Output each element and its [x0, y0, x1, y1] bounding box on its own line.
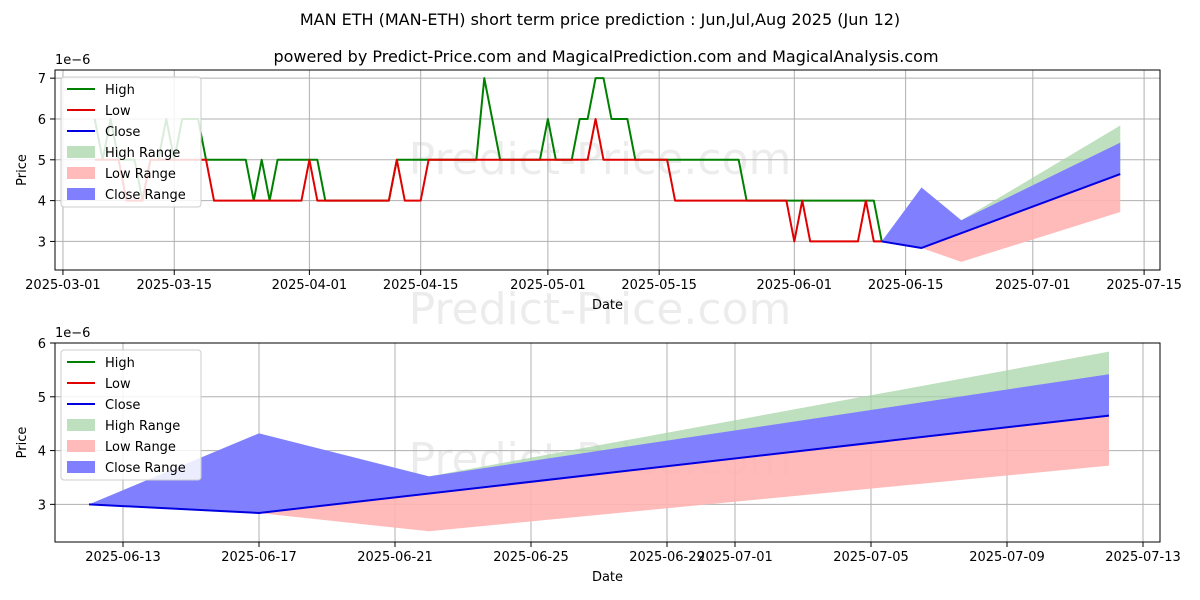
y-tick-label: 5 [38, 391, 46, 406]
close-range-swatch [67, 188, 95, 200]
legend: High Low Close High Range Low Range Close Ran… [60, 349, 202, 481]
prediction-panel: Predict-Price.com2025-06-132025-06-17202… [15, 326, 1181, 585]
x-axis-label: Date [592, 298, 623, 313]
legend-label: Close [105, 125, 140, 140]
legend-label: High Range [105, 419, 180, 434]
y-tick-label: 6 [38, 337, 46, 352]
y-tick-label: 3 [38, 235, 46, 250]
x-tick-label: 2025-05-15 [621, 278, 697, 293]
chart-subtitle: powered by Predict-Price.com and Magical… [273, 47, 938, 66]
legend-item-low: Low [67, 377, 131, 392]
legend-item-close-range: Close Range [67, 188, 186, 203]
legend-item-high-range: High Range [67, 146, 180, 161]
watermark: Predict-Price.com [409, 284, 792, 335]
x-tick-label: 2025-03-15 [136, 278, 212, 293]
y-tick-label: 3 [38, 498, 46, 513]
low-range-area [881, 174, 1121, 262]
y-multiplier: 1e−6 [55, 326, 90, 341]
legend-item-close: Close [67, 125, 140, 140]
close-line [88, 414, 1110, 514]
legend-item-close: Close [67, 398, 140, 413]
legend-label: Close Range [105, 461, 186, 476]
y-tick-label: 5 [38, 154, 46, 169]
legend-box [60, 76, 202, 208]
close-range-area [89, 374, 1109, 513]
legend-label: Low [105, 377, 131, 392]
legend-label: High Range [105, 146, 180, 161]
x-tick-label: 2025-06-17 [221, 550, 297, 565]
y-axis-label: Price [15, 154, 30, 186]
legend-item-high: High [67, 356, 135, 371]
legend-label: Low [105, 104, 131, 119]
legend-item-low-range: Low Range [67, 167, 176, 182]
low-range-swatch [67, 440, 95, 452]
legend-item-high-range: High Range [67, 419, 180, 434]
legend-label: Close Range [105, 188, 186, 203]
x-tick-label: 2025-04-15 [383, 278, 459, 293]
x-axis-label: Date [592, 570, 623, 585]
high-range-swatch [67, 146, 95, 158]
y-axis-label: Price [15, 427, 30, 459]
x-tick-label: 2025-06-21 [357, 550, 433, 565]
legend-label: Low Range [105, 167, 176, 182]
legend-label: Close [105, 398, 140, 413]
legend: High Low Close High Range Low Range Close Ran… [60, 76, 202, 208]
x-tick-label: 2025-04-01 [272, 278, 348, 293]
y-tick-label: 6 [38, 113, 46, 128]
high-range-swatch [67, 419, 95, 431]
x-tick-label: 2025-07-01 [697, 550, 773, 565]
legend-box [60, 349, 202, 481]
y-tick-label: 4 [38, 195, 46, 210]
low-range-swatch [67, 167, 95, 179]
x-tick-label: 2025-03-01 [25, 278, 101, 293]
x-tick-label: 2025-06-25 [493, 550, 569, 565]
plot-frame [54, 69, 1161, 271]
x-tick-label: 2025-07-15 [1106, 278, 1182, 293]
legend-label: Low Range [105, 440, 176, 455]
close-range-area [881, 142, 1121, 248]
y-tick-label: 7 [38, 72, 46, 87]
chart-title: MAN ETH (MAN-ETH) short term price predi… [300, 10, 900, 29]
y-tick-label: 4 [38, 445, 46, 460]
x-tick-label: 2025-07-13 [1105, 550, 1181, 565]
historical-panel: Predict-Price.comPredict-Price.com2025-0… [15, 53, 1182, 335]
plot-frame [54, 342, 1161, 543]
x-tick-label: 2025-07-05 [833, 550, 909, 565]
y-multiplier: 1e−6 [55, 53, 90, 68]
legend-label: High [105, 356, 135, 371]
close-line [881, 173, 1121, 249]
x-tick-label: 2025-06-01 [757, 278, 833, 293]
x-tick-label: 2025-05-01 [510, 278, 586, 293]
x-tick-label: 2025-06-15 [868, 278, 944, 293]
x-tick-label: 2025-06-29 [629, 550, 705, 565]
legend-item-close-range: Close Range [67, 461, 186, 476]
x-tick-label: 2025-07-09 [969, 550, 1045, 565]
legend-item-high: High [67, 83, 135, 98]
legend-label: High [105, 83, 135, 98]
low-range-area [89, 415, 1109, 532]
x-tick-label: 2025-07-01 [995, 278, 1071, 293]
legend-item-low: Low [67, 104, 131, 119]
x-tick-label: 2025-06-13 [85, 550, 161, 565]
close-range-swatch [67, 461, 95, 473]
legend-item-low-range: Low Range [67, 440, 176, 455]
